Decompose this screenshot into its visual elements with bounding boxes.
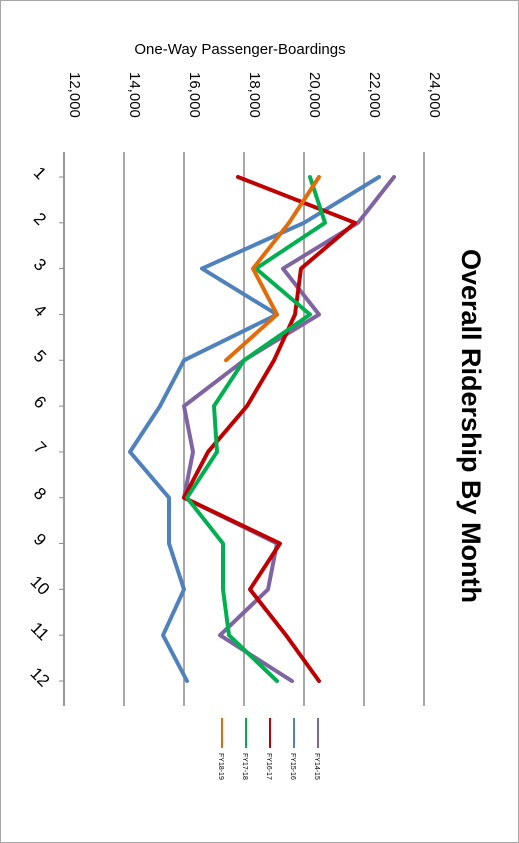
x-category-label: 11 [27,618,53,644]
legend-label: FY15-16 [289,753,296,780]
x-category-label: 8 [30,484,50,504]
legend-label: FY17-18 [241,753,248,780]
y-tick-label: 18,000 [246,72,263,118]
legend-label: FY18-19 [217,753,224,780]
chart-title: Overall Ridership By Month [456,249,486,603]
y-tick-label: 14,000 [126,72,143,118]
legend-label: FY14-15 [313,753,320,780]
x-category-label: 9 [30,530,50,550]
series-line-fy18-19 [224,175,321,363]
y-tick-label: 24,000 [426,72,443,118]
series-line-fy14-15 [182,175,396,683]
x-category-label: 6 [30,392,50,412]
series-line-fy16-17 [182,175,357,683]
x-category-label: 12 [26,664,53,691]
series-line-fy15-16 [128,175,381,683]
legend: FY18-19 FY17-18 FY16-17 FY15-16 FY14-15 [217,718,320,780]
x-category-label: 10 [26,572,53,599]
series-line-fy17-18 [185,175,327,683]
x-category-label: 2 [30,209,50,229]
x-category-label: 1 [30,163,50,183]
y-tick-label: 20,000 [306,72,323,118]
y-tick-label: 16,000 [186,72,203,118]
y-tick-labels: 12,000 14,000 16,000 18,000 20,000 22,000 24,0… [66,72,443,118]
legend-label: FY16-17 [265,753,272,780]
x-category-label: 5 [30,346,50,366]
y-tick-label: 12,000 [66,72,83,118]
x-category-label: 4 [30,301,50,321]
y-tick-label: 22,000 [366,72,383,118]
gridlines [63,152,425,706]
series-lines [128,175,396,683]
y-axis-title: One-Way Passenger-Boardings [134,41,345,58]
x-category-label: 3 [30,255,50,275]
x-category-label: 7 [30,438,50,458]
